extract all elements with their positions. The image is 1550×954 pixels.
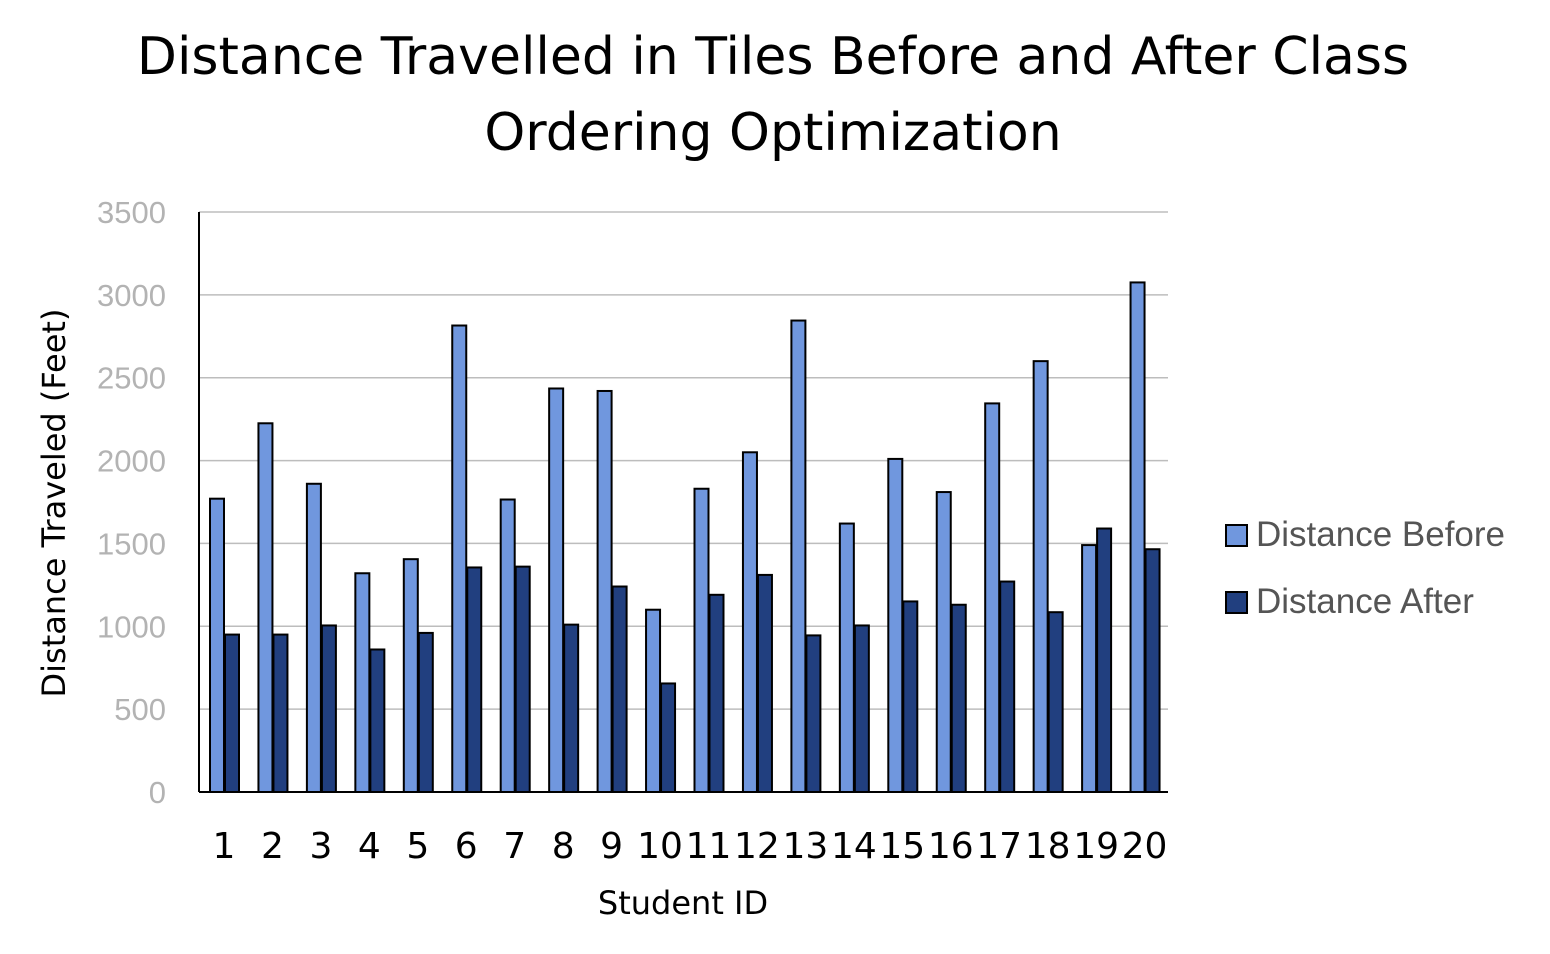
chart-title-line-2: Ordering Optimization — [484, 103, 1061, 163]
x-tick-label: 2 — [261, 826, 284, 867]
y-axis-ticks: 0 500 1000 1500 2000 2500 3000 3500 — [97, 195, 166, 810]
x-tick-label: 5 — [406, 826, 429, 867]
legend-swatch-distance-before — [1225, 524, 1248, 547]
y-tick-label: 500 — [114, 692, 166, 727]
x-tick-label: 3 — [309, 826, 332, 867]
bar-distance-after-3 — [320, 624, 337, 794]
bar-distance-before-12 — [741, 451, 758, 793]
bar-distance-before-9 — [596, 389, 613, 793]
legend: Distance Before Distance After — [1225, 515, 1505, 621]
bar-distance-before-8 — [548, 387, 565, 793]
y-tick-label: 1000 — [97, 609, 166, 644]
bar-distance-after-4 — [369, 648, 386, 793]
x-tick-label: 1 — [213, 826, 236, 867]
x-tick-label: 19 — [1073, 826, 1119, 867]
bar-distance-before-19 — [1081, 544, 1098, 793]
bar-distance-before-11 — [693, 487, 710, 793]
bar-distance-before-17 — [984, 402, 1001, 793]
legend-swatch-distance-after — [1225, 591, 1248, 614]
bar-distance-after-2 — [272, 633, 289, 793]
bar-distance-after-7 — [514, 565, 531, 794]
bar-distance-after-8 — [563, 623, 580, 794]
x-tick-label: 9 — [600, 826, 623, 867]
x-tick-label: 4 — [358, 826, 381, 867]
bar-distance-after-13 — [805, 634, 822, 794]
bar-distance-before-18 — [1032, 360, 1049, 793]
bar-distance-before-1 — [209, 497, 225, 793]
bar-distance-after-10 — [660, 682, 677, 794]
bar-distance-before-20 — [1129, 281, 1146, 793]
bar-distance-before-4 — [354, 572, 371, 793]
y-tick-label: 1500 — [97, 526, 166, 561]
bar-distance-after-18 — [1047, 611, 1064, 794]
bar-distance-after-5 — [417, 631, 434, 794]
bar-distance-after-16 — [950, 603, 967, 793]
bar-distance-before-14 — [838, 522, 855, 793]
bar-distance-before-6 — [451, 324, 468, 793]
bar-distance-after-17 — [999, 580, 1016, 793]
bar-distance-after-1 — [224, 633, 240, 793]
x-tick-label: 13 — [782, 826, 828, 867]
x-tick-label: 8 — [552, 826, 575, 867]
legend-label-distance-before: Distance Before — [1256, 515, 1505, 554]
chart-title-line-1: Distance Travelled in Tiles Before and A… — [137, 27, 1409, 87]
x-tick-label: 14 — [831, 826, 877, 867]
y-tick-label: 3500 — [97, 195, 166, 230]
bar-distance-before-2 — [257, 422, 274, 793]
x-axis-ticks: 1 2 3 4 5 6 7 8 9 10 11 12 13 14 15 16 17 18 19 20 — [213, 826, 1168, 867]
bar-distance-before-5 — [402, 558, 419, 794]
bar-distance-after-20 — [1144, 548, 1161, 793]
bar-distance-before-10 — [645, 608, 662, 794]
bar-distance-after-12 — [756, 573, 773, 794]
bar-distance-after-19 — [1096, 527, 1113, 793]
x-tick-label: 16 — [928, 826, 974, 867]
y-tick-label: 3000 — [97, 278, 166, 313]
bar-distance-before-15 — [887, 457, 904, 793]
bar-distance-before-7 — [499, 498, 516, 793]
y-axis-label: Distance Traveled (Feet) — [35, 309, 73, 698]
bar-distance-after-11 — [708, 593, 725, 793]
x-tick-label: 20 — [1122, 826, 1168, 867]
bar-distance-before-16 — [935, 491, 952, 793]
bar-distance-after-14 — [853, 624, 870, 794]
x-tick-label: 15 — [879, 826, 925, 867]
x-tick-label: 6 — [455, 826, 478, 867]
bar-distance-before-13 — [790, 319, 807, 793]
x-tick-label: 17 — [976, 826, 1022, 867]
y-tick-label: 2500 — [97, 361, 166, 396]
bar-distance-after-9 — [611, 585, 628, 793]
bar-distance-before-3 — [305, 482, 322, 793]
bar-distance-after-6 — [466, 566, 483, 794]
bars — [209, 281, 1161, 794]
x-tick-label: 11 — [686, 826, 732, 867]
x-tick-label: 10 — [637, 826, 683, 867]
y-tick-label: 0 — [149, 775, 166, 810]
x-tick-label: 18 — [1025, 826, 1071, 867]
y-tick-label: 2000 — [97, 444, 166, 479]
x-tick-label: 7 — [503, 826, 526, 867]
legend-label-distance-after: Distance After — [1256, 582, 1474, 621]
x-tick-label: 12 — [734, 826, 780, 867]
bar-distance-after-15 — [902, 600, 919, 794]
x-axis-label: Student ID — [598, 884, 768, 922]
